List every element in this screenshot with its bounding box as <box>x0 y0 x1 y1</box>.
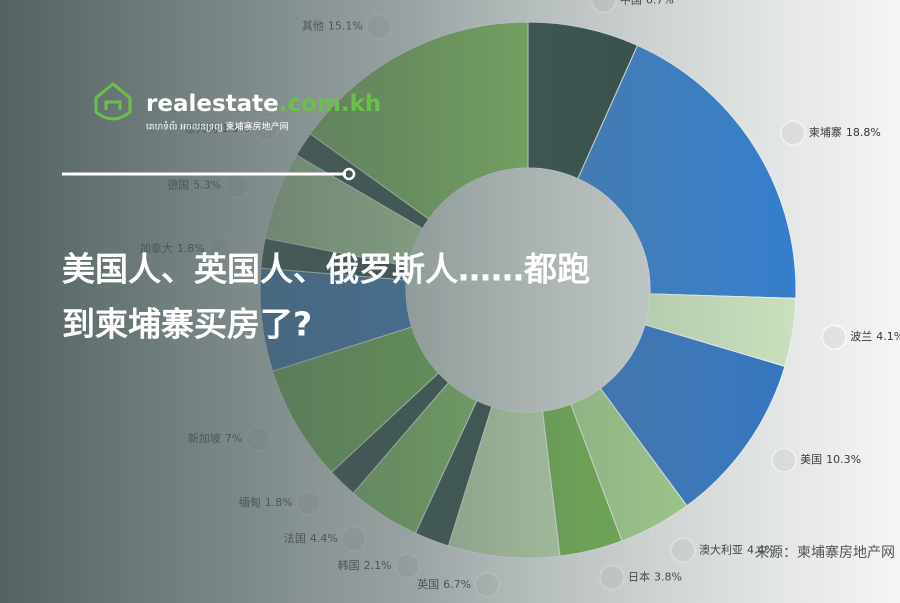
logo-icon <box>94 82 132 121</box>
logo: realestate.com.kh គេហទំព័រ អចលនទ្រព្យ 柬埔… <box>94 82 381 133</box>
divider-end <box>342 167 356 181</box>
headline-line: 到柬埔寨买房了? <box>62 305 312 344</box>
logo-domain: .com.kh <box>279 91 382 117</box>
logo-name: realestate <box>146 91 279 117</box>
source: 来源：柬埔寨房地产网 <box>755 544 895 561</box>
logo-tagline: គេហទំព័រ អចលនទ្រព្យ 柬埔寨房地产网 <box>146 121 289 133</box>
logo-text: realestate.com.kh <box>146 91 381 117</box>
headline-line: 美国人、英国人、俄罗斯人……都跑 <box>62 250 590 289</box>
